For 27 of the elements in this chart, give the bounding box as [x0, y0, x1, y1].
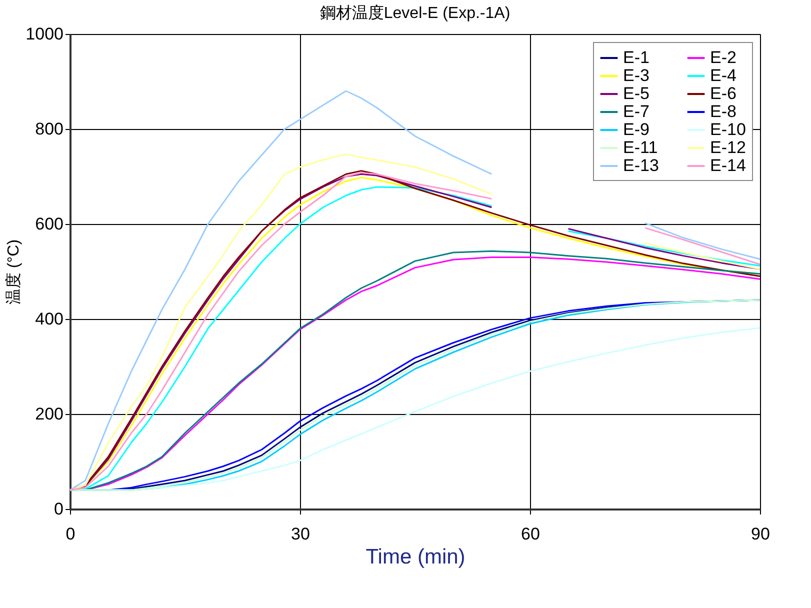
- legend-label: E-6: [710, 84, 736, 103]
- legend-label: E-4: [710, 66, 736, 85]
- y-tick-label: 0: [54, 500, 64, 518]
- legend-label: E-10: [710, 120, 746, 139]
- legend-label: E-11: [623, 138, 658, 157]
- legend-label: E-3: [623, 66, 650, 85]
- legend-label: E-9: [623, 120, 650, 139]
- x-axis-title: Time (min): [366, 546, 466, 568]
- x-tick-label: 0: [66, 524, 76, 544]
- legend-label: E-12: [710, 138, 746, 157]
- x-tick-label: 30: [291, 524, 310, 544]
- x-tick-label: 90: [751, 524, 770, 544]
- y-axis-title: 温度 (°C): [4, 239, 23, 305]
- y-tick-label: 200: [35, 404, 64, 424]
- x-tick-label: 60: [521, 524, 540, 544]
- legend-label: E-7: [623, 102, 650, 121]
- y-tick-label: 600: [35, 214, 64, 234]
- chart-title: 鋼材温度Level-E (Exp.-1A): [320, 4, 510, 22]
- legend-label: E-5: [623, 84, 650, 103]
- legend-label: E-14: [710, 156, 746, 175]
- legend-label: E-1: [623, 48, 650, 67]
- legend-label: E-8: [710, 102, 736, 121]
- legend-label: E-13: [623, 156, 659, 175]
- y-tick-label: 800: [35, 120, 64, 138]
- y-tick-label: 400: [35, 310, 64, 328]
- legend-label: E-2: [710, 48, 736, 67]
- y-tick-label: 1000: [26, 24, 64, 44]
